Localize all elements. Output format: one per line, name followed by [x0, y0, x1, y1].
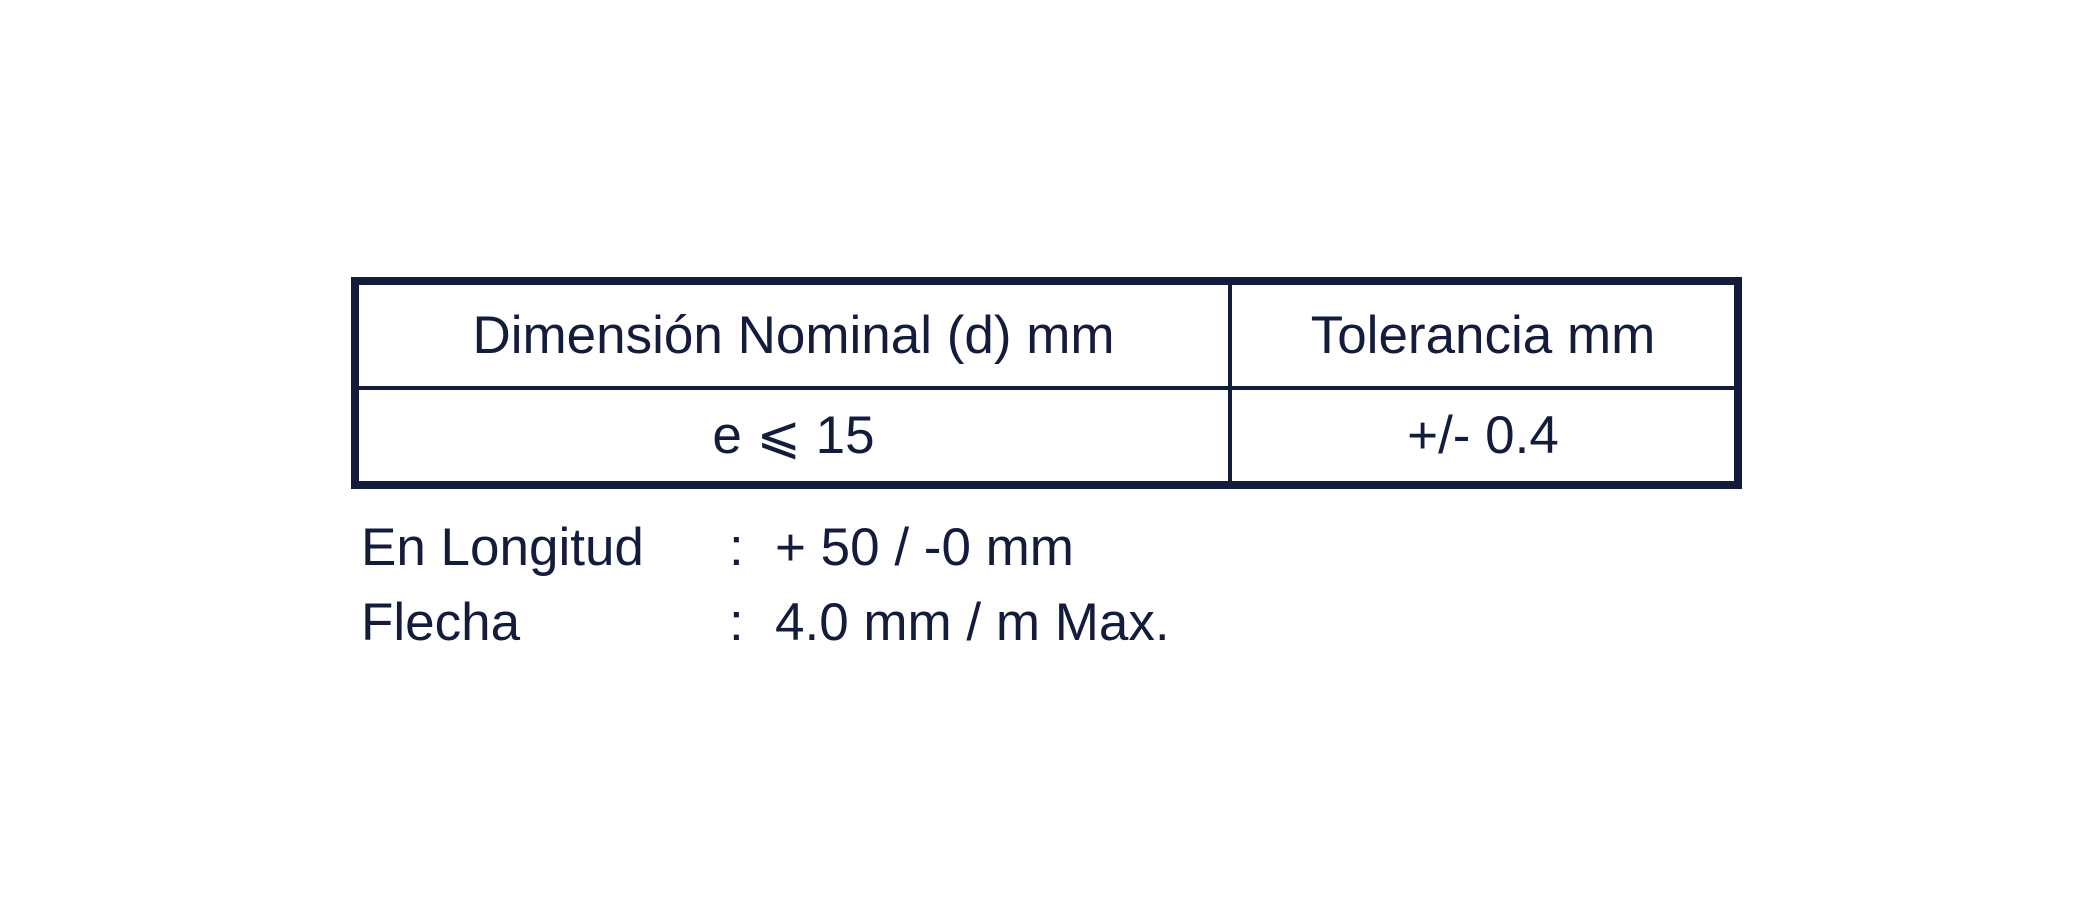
row-divider: [359, 386, 1734, 390]
spec-value: + 50 / -0 mm: [775, 518, 1074, 577]
header-cell: Dimensión Nominal (d) mm: [472, 306, 1115, 365]
header-cell: Tolerancia mm: [1310, 306, 1656, 365]
column-divider: [1228, 285, 1232, 481]
tolerance-table: Dimensión Nominal (d) mm Tolerancia mm e…: [351, 277, 1742, 489]
spec-value: 4.0 mm / m Max.: [775, 593, 1170, 652]
spec-label: En Longitud: [361, 518, 644, 577]
table-cell: +/- 0.4: [1407, 406, 1559, 465]
spec-label: Flecha: [361, 593, 521, 652]
table-cell: e ⩽ 15: [712, 406, 875, 465]
spec-separator: :: [729, 518, 744, 577]
spec-separator: :: [729, 593, 744, 652]
